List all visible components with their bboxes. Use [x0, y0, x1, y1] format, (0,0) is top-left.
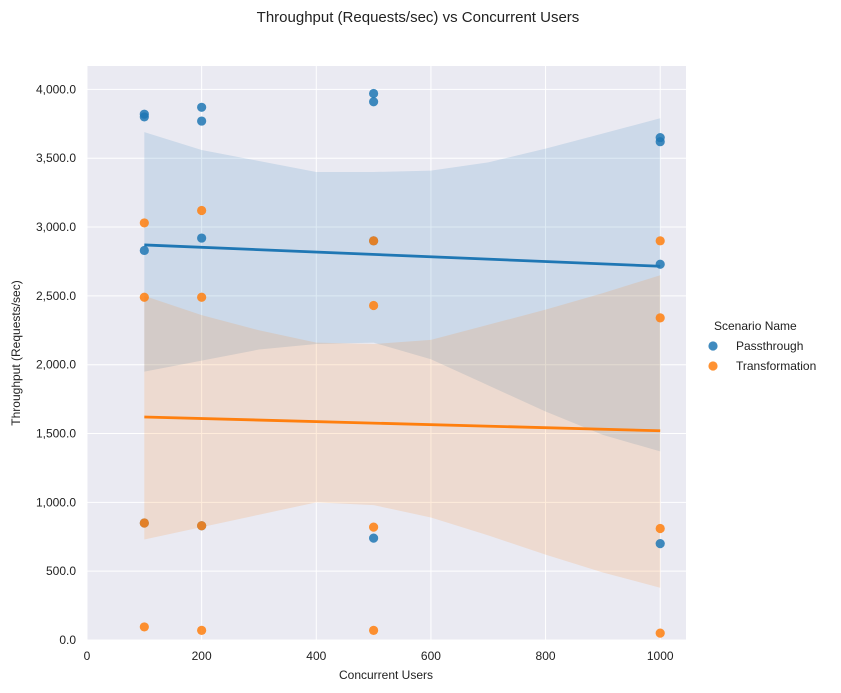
- point-transformation: [655, 628, 665, 638]
- regression-line-transformation: [144, 415, 661, 433]
- legend: Scenario Name Passthrough Transformation: [708, 319, 816, 373]
- x-tick-label: 800: [536, 649, 556, 663]
- regression-lines: [144, 243, 661, 433]
- point-transformation: [369, 625, 379, 635]
- point-passthrough: [197, 102, 207, 112]
- legend-marker-passthrough: [708, 341, 718, 351]
- point-passthrough: [369, 97, 379, 107]
- point-transformation: [197, 625, 207, 635]
- legend-label-transformation: Transformation: [736, 359, 816, 373]
- point-transformation: [139, 218, 149, 228]
- y-axis-label: Throughput (Requests/sec): [9, 280, 23, 425]
- y-tick-label: 3,000.0: [36, 220, 76, 234]
- y-tick-label: 0.0: [59, 633, 76, 647]
- regression-line-passthrough: [144, 243, 661, 268]
- point-transformation: [655, 523, 665, 534]
- point-transformation: [139, 518, 149, 528]
- point-transformation: [369, 522, 379, 532]
- point-passthrough: [197, 116, 207, 126]
- confidence-band-passthrough: [144, 118, 661, 452]
- point-transformation: [369, 236, 379, 246]
- point-passthrough: [197, 233, 207, 243]
- legend-label-passthrough: Passthrough: [736, 339, 803, 353]
- y-tick-label: 3,500.0: [36, 151, 76, 165]
- point-passthrough: [655, 539, 665, 549]
- point-passthrough: [655, 137, 665, 147]
- point-passthrough: [369, 88, 379, 99]
- x-tick-label: 600: [421, 649, 441, 663]
- point-transformation: [655, 313, 665, 323]
- point-transformation: [655, 236, 665, 246]
- plot-background: [87, 66, 686, 640]
- x-axis-ticks: 0 200 400 600 800 1000: [84, 649, 674, 663]
- x-axis-label: Concurrent Users: [339, 668, 433, 682]
- point-transformation: [139, 292, 149, 302]
- grid-lines: [86, 66, 686, 641]
- confidence-bands: [144, 118, 661, 588]
- x-tick-label: 0: [84, 649, 91, 663]
- y-axis-ticks: 0.0 500.0 1,000.0 1,500.0 2,000.0 2,500.0 3,00…: [36, 82, 76, 647]
- data-points: [139, 88, 665, 638]
- x-tick-label: 200: [192, 649, 212, 663]
- point-transformation: [197, 521, 207, 531]
- point-transformation: [197, 205, 207, 216]
- point-transformation: [197, 292, 207, 302]
- legend-marker-transformation: [708, 361, 718, 371]
- legend-title: Scenario Name: [714, 319, 797, 333]
- point-passthrough: [139, 112, 149, 122]
- y-tick-label: 2,500.0: [36, 289, 76, 303]
- y-tick-label: 1,500.0: [36, 427, 76, 441]
- x-tick-label: 1000: [647, 649, 674, 663]
- point-passthrough: [139, 245, 149, 256]
- y-tick-label: 1,000.0: [36, 495, 76, 509]
- chart-title: Throughput (Requests/sec) vs Concurrent …: [257, 9, 580, 26]
- point-transformation: [139, 622, 149, 632]
- y-tick-label: 2,000.0: [36, 358, 76, 372]
- point-transformation: [369, 300, 379, 311]
- y-tick-label: 4,000.0: [36, 82, 76, 96]
- x-tick-label: 400: [306, 649, 326, 663]
- point-passthrough: [369, 533, 379, 543]
- y-tick-label: 500.0: [46, 564, 76, 578]
- confidence-band-transformation: [144, 275, 661, 588]
